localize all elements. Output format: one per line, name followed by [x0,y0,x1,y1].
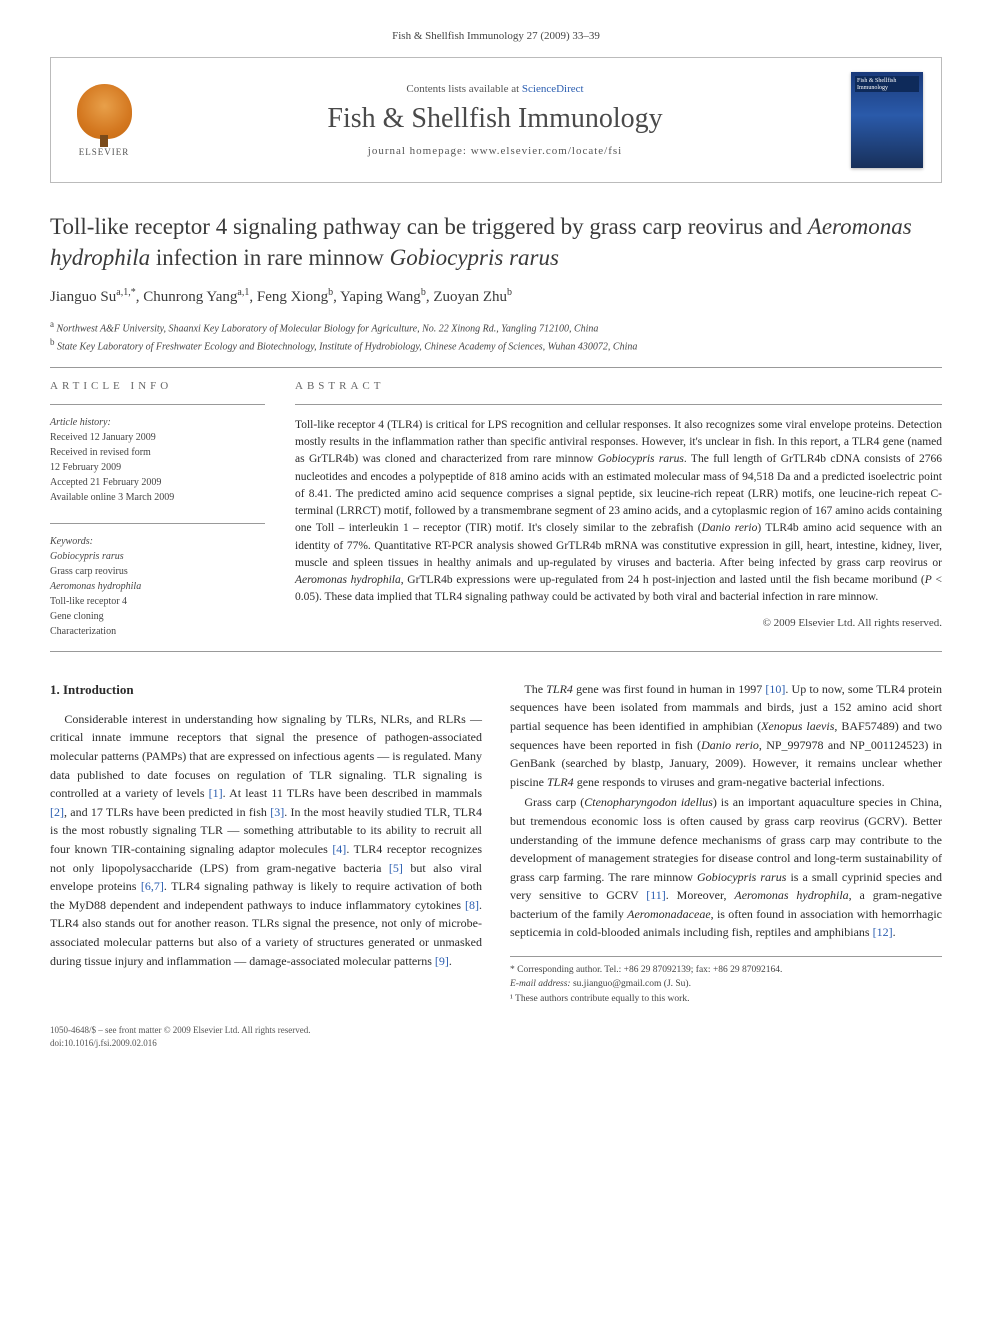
article-title: Toll-like receptor 4 signaling pathway c… [50,211,942,273]
ref-5[interactable]: [5] [389,861,403,875]
history-revised-2: 12 February 2009 [50,460,265,475]
abs-e4: P [925,574,932,586]
article-info-column: ARTICLE INFO Article history: Received 1… [50,380,265,639]
affiliation-a: a Northwest A&F University, Shaanxi Key … [50,318,942,336]
journal-name: Fish & Shellfish Immunology [139,103,851,135]
keyword-3: Aeromonas hydrophila [50,579,265,594]
divider [50,523,265,524]
abstract-column: ABSTRACT Toll-like receptor 4 (TLR4) is … [295,380,942,639]
ref-2[interactable]: [2] [50,805,64,819]
affiliations: a Northwest A&F University, Shaanxi Key … [50,318,942,355]
author-2: , Chunrong Yang [136,289,238,305]
email-line: E-mail address: su.jianguo@gmail.com (J.… [510,977,942,991]
divider [50,367,942,368]
contents-line: Contents lists available at ScienceDirec… [139,83,851,95]
abs-t4: , GrTLR4b expressions were up-regulated … [401,574,925,586]
elsevier-tree-icon [77,84,132,139]
elsevier-logo: ELSEVIER [69,80,139,160]
author-3: , Feng Xiong [249,289,328,305]
author-1-sup: a,1,* [116,287,135,298]
intro-para-2: The TLR4 gene was first found in human i… [510,680,942,792]
title-part-2: infection in rare minnow [150,245,390,270]
history-online: Available online 3 March 2009 [50,490,265,505]
authors-line: Jianguo Sua,1,*, Chunrong Yanga,1, Feng … [50,287,942,306]
ref-8[interactable]: [8] [465,898,479,912]
author-1: Jianguo Su [50,289,116,305]
divider [50,404,265,405]
running-head: Fish & Shellfish Immunology 27 (2009) 33… [50,30,942,42]
keyword-1: Gobiocypris rarus [50,549,265,564]
ref-9[interactable]: [9] [435,954,449,968]
journal-header-box: ELSEVIER Contents lists available at Sci… [50,57,942,183]
abstract-label: ABSTRACT [295,380,942,392]
footer-copyright: 1050-4648/$ – see front matter © 2009 El… [50,1024,942,1038]
homepage-line: journal homepage: www.elsevier.com/locat… [139,145,851,157]
footnotes: * Corresponding author. Tel.: +86 29 870… [510,956,942,1006]
ref-1[interactable]: [1] [209,786,223,800]
aff-a-text: Northwest A&F University, Shaanxi Key La… [57,323,599,334]
elsevier-label: ELSEVIER [79,147,130,157]
aff-a-sup: a [50,319,54,329]
equal-contribution: ¹ These authors contribute equally to th… [510,992,942,1006]
history-revised-1: Received in revised form [50,445,265,460]
meta-row: ARTICLE INFO Article history: Received 1… [50,380,942,639]
intro-para-3: Grass carp (Ctenopharyngodon idellus) is… [510,793,942,942]
section-heading-intro: 1. Introduction [50,680,482,700]
aff-b-sup: b [50,337,55,347]
author-2-sup: a,1 [237,287,249,298]
title-part-1: Toll-like receptor 4 signaling pathway c… [50,214,808,239]
ref-4[interactable]: [4] [332,842,346,856]
journal-cover-thumbnail: Fish & Shellfish Immunology [851,72,923,168]
cover-title: Fish & Shellfish Immunology [857,78,917,91]
abs-e3: Aeromonas hydrophila [295,574,401,586]
ref-10[interactable]: [10] [765,682,785,696]
contents-prefix: Contents lists available at [406,83,521,95]
homepage-prefix: journal homepage: [368,145,471,157]
article-info-label: ARTICLE INFO [50,380,265,392]
history-accepted: Accepted 21 February 2009 [50,475,265,490]
ref-12[interactable]: [12] [873,925,893,939]
author-5: , Zuoyan Zhu [426,289,507,305]
intro-para-1: Considerable interest in understanding h… [50,710,482,970]
homepage-url[interactable]: www.elsevier.com/locate/fsi [471,145,623,157]
body-columns: 1. Introduction Considerable interest in… [50,680,942,1006]
divider [50,651,942,652]
footer: 1050-4648/$ – see front matter © 2009 El… [50,1024,942,1051]
divider [295,404,942,405]
ref-3[interactable]: [3] [270,805,284,819]
sciencedirect-link[interactable]: ScienceDirect [522,83,584,95]
keyword-2: Grass carp reovirus [50,564,265,579]
ref-11[interactable]: [11] [646,888,666,902]
corresponding-author: * Corresponding author. Tel.: +86 29 870… [510,963,942,977]
history-label: Article history: [50,417,265,428]
email-value[interactable]: su.jianguo@gmail.com (J. Su). [571,979,691,989]
aff-b-text: State Key Laboratory of Freshwater Ecolo… [57,342,637,353]
header-center: Contents lists available at ScienceDirec… [139,83,851,157]
keyword-6: Characterization [50,624,265,639]
history-received: Received 12 January 2009 [50,430,265,445]
abstract-copyright: © 2009 Elsevier Ltd. All rights reserved… [295,617,942,629]
affiliation-b: b State Key Laboratory of Freshwater Eco… [50,336,942,354]
title-em-2: Gobiocypris rarus [390,245,559,270]
keyword-4: Toll-like receptor 4 [50,594,265,609]
abstract-text: Toll-like receptor 4 (TLR4) is critical … [295,417,942,607]
keywords-block: Keywords: Gobiocypris rarus Grass carp r… [50,523,265,639]
author-5-sup: b [507,287,512,298]
email-label: E-mail address: [510,979,571,989]
keyword-5: Gene cloning [50,609,265,624]
keywords-label: Keywords: [50,536,265,547]
author-4: , Yaping Wang [333,289,421,305]
abs-e1: Gobiocypris rarus [598,453,684,465]
ref-6-7[interactable]: [6,7] [141,879,164,893]
footer-doi: doi:10.1016/j.fsi.2009.02.016 [50,1037,942,1051]
abs-e2: Danio rerio [702,522,758,534]
